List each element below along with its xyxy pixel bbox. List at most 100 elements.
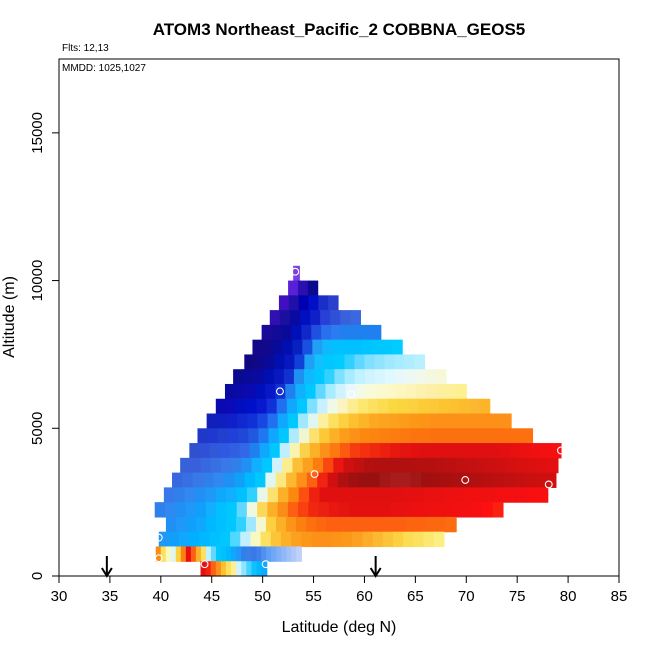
heatmap-cell: [524, 472, 536, 488]
x-tick-label: 35: [102, 588, 119, 605]
heatmap-cell: [456, 383, 467, 400]
heatmap-cell: [369, 413, 380, 429]
heatmap-cell: [322, 339, 333, 356]
heatmap-cell: [205, 546, 212, 562]
heatmap-cell: [273, 369, 285, 385]
heatmap-cell: [246, 546, 252, 562]
heatmap-cell: [431, 472, 443, 488]
heatmap-cell: [236, 487, 248, 503]
x-tick-label: 45: [203, 588, 220, 605]
heatmap-cell: [285, 383, 296, 400]
heatmap-cell: [379, 413, 390, 429]
heatmap-cell: [413, 531, 425, 548]
heatmap-cell: [235, 516, 247, 533]
heatmap-cell: [325, 383, 337, 400]
heatmap-cell: [346, 516, 357, 533]
heatmap-cell: [283, 369, 295, 385]
heatmap-cell: [341, 324, 352, 341]
heatmap-cell: [165, 516, 177, 533]
heatmap-cell: [316, 516, 327, 533]
heatmap-cell: [226, 502, 238, 518]
heatmap-cell: [545, 472, 557, 488]
heatmap-cell: [175, 516, 187, 533]
heatmap-cell: [547, 457, 559, 474]
heatmap-cell: [315, 383, 327, 400]
heatmap-cell: [435, 457, 447, 474]
heatmap-cell: [415, 369, 427, 385]
heatmap-cell: [237, 413, 248, 429]
heatmap-cell: [492, 502, 504, 518]
heatmap-cell: [382, 339, 393, 356]
heatmap-cell: [231, 561, 237, 577]
heatmap-cell: [416, 516, 427, 533]
heatmap-cell: [338, 472, 349, 488]
heatmap-cell: [537, 487, 549, 503]
heatmap-cell: [298, 428, 310, 444]
heatmap-cell: [360, 324, 372, 341]
heatmap-cell: [482, 502, 494, 518]
heatmap-cell: [302, 457, 314, 474]
heatmap-cell: [350, 324, 362, 341]
heatmap-cell: [247, 413, 258, 429]
flight-point: [310, 470, 319, 479]
heatmap-cell: [312, 339, 323, 356]
heatmap-cell: [354, 354, 366, 370]
heatmap-cell: [419, 413, 431, 429]
heatmap-cell: [261, 324, 273, 341]
heatmap-cell: [339, 502, 350, 518]
flight-point: [557, 446, 565, 455]
heatmap-cell: [295, 383, 306, 400]
heatmap-cell: [163, 487, 175, 503]
heatmap-cell: [244, 472, 256, 488]
heatmap-cell: [310, 310, 321, 326]
date-note: MMDD: 1025,1027: [62, 63, 146, 74]
heatmap-cell: [270, 531, 282, 548]
heatmap-cell: [302, 339, 313, 356]
heatmap-cell: [418, 398, 430, 415]
heatmap-cell: [294, 354, 305, 370]
heatmap-cell: [339, 428, 351, 444]
heatmap-cell: [282, 457, 294, 474]
heatmap-cell: [375, 383, 387, 400]
heatmap-cell: [481, 428, 493, 444]
heatmap-cell: [289, 310, 301, 326]
heatmap-cell: [324, 369, 336, 385]
x-tick-label: 65: [407, 588, 424, 605]
heatmap-cell: [291, 531, 302, 548]
flight-point: [291, 267, 300, 276]
heatmap-cell: [350, 443, 361, 459]
heatmap-cell: [278, 428, 290, 444]
heatmap-cell: [174, 487, 186, 503]
heatmap-cell: [395, 383, 407, 400]
heatmap-cell: [506, 487, 518, 503]
heatmap-cell: [180, 546, 187, 562]
heatmap-cell: [510, 443, 522, 459]
heatmap-cell: [321, 531, 333, 548]
heatmap-cell: [213, 472, 225, 488]
heatmap-cell: [540, 443, 552, 459]
heatmap-cell: [195, 546, 202, 562]
heatmap-cell: [317, 472, 329, 488]
heatmap-cell: [440, 443, 452, 459]
heatmap-cell: [526, 487, 538, 503]
heatmap-cell: [451, 502, 463, 518]
heatmap-cell: [261, 546, 267, 562]
heatmap-cell: [500, 413, 512, 429]
heatmap-cell: [197, 428, 209, 444]
heatmap-cell: [436, 516, 447, 533]
heatmap-cell: [338, 413, 350, 429]
heatmap-cell: [461, 428, 473, 444]
heatmap-cell: [297, 280, 309, 296]
heatmap-cell: [423, 531, 435, 548]
heatmap-cell: [241, 561, 247, 577]
heatmap-cell: [254, 354, 265, 370]
heatmap-cell: [215, 487, 227, 503]
heatmap-cell: [376, 516, 387, 533]
heatmap-cell: [245, 383, 256, 400]
heatmap-cell: [265, 472, 277, 488]
heatmap-cell: [535, 472, 547, 488]
heatmap-cell: [276, 398, 288, 415]
heatmap-cell: [502, 428, 513, 444]
heatmap-cell: [275, 383, 286, 400]
heatmap-cell: [406, 516, 417, 533]
